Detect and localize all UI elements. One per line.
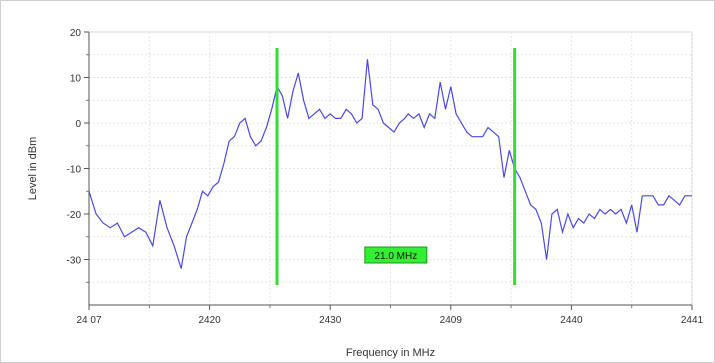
y-tick-label: -20 (67, 210, 82, 221)
x-tick-label: 2441 (681, 315, 704, 326)
bandwidth-annotation-label: 21.0 MHz (374, 251, 417, 262)
bandwidth-annotation-box (364, 246, 428, 264)
y-tick-label: 0 (75, 119, 81, 130)
x-tick-label: 24 07 (76, 315, 101, 326)
x-tick-labels: 24 07 2420 2430 2409 2440 2441 (76, 315, 703, 326)
y-axis-title: Level in dBm (27, 137, 39, 201)
x-tick-label: 2430 (319, 315, 342, 326)
x-axis-title: Frequency in MHz (346, 347, 435, 359)
marker-lines (275, 48, 517, 285)
y-tick-label: 20 (70, 28, 82, 39)
x-tick-label: 2420 (198, 315, 221, 326)
series-line (88, 59, 692, 269)
axes (84, 31, 693, 310)
x-tick-label: 2409 (440, 315, 463, 326)
x-tick-label: 2440 (560, 315, 583, 326)
y-tick-label: -30 (67, 256, 82, 267)
y-tick-label: 10 (70, 74, 82, 85)
y-tick-label: -10 (67, 165, 82, 176)
y-tick-labels: 20 10 0 -10 -20 -30 (67, 28, 82, 267)
